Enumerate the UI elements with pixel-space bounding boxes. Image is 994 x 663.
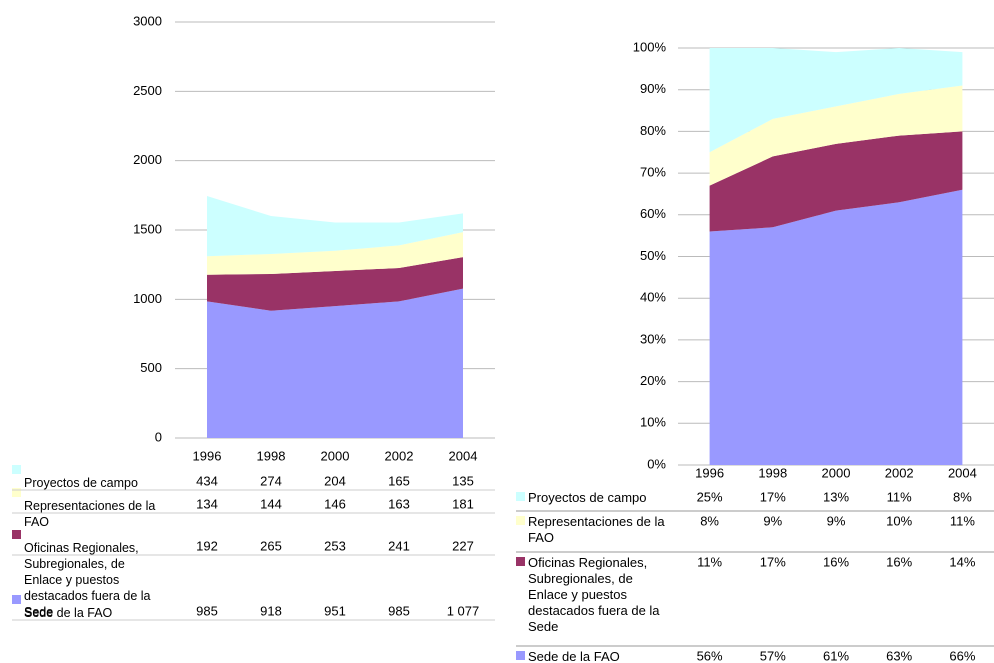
x-tick-label: 1998 [257,448,286,463]
table-value: 181 [452,496,474,511]
x-tick-label: 1996 [695,465,724,480]
area [709,48,963,153]
table-value: 265 [260,538,282,553]
legend-label: Sede de la FAO [528,649,620,663]
table-value: 17% [760,554,786,569]
y-tick-label: 40% [640,290,666,305]
y-tick-label: 3000 [133,13,162,28]
table-value: 146 [324,496,346,511]
area [207,257,463,311]
y-tick-label: 0 [155,429,162,444]
table-value: 11% [697,554,722,569]
legend-swatch [516,651,525,660]
y-tick-label: 10% [640,415,666,430]
legend-label: Proyectos de campo [24,476,138,490]
table-value: 241 [388,538,410,553]
area [207,232,463,275]
y-tick-label: 30% [640,331,666,346]
legend-swatch [12,595,21,604]
table-value: 16% [886,554,912,569]
table-value: 57% [760,648,786,663]
table-value: 134 [196,496,218,511]
table-value: 144 [260,496,282,511]
x-tick-label: 2004 [948,465,977,480]
table-value: 11% [950,513,975,528]
legend-swatch [12,530,21,539]
table-value: 227 [452,538,474,553]
table-value: 61% [823,648,849,663]
table-value: 56% [697,648,723,663]
table-value: 163 [388,496,410,511]
table-value: 135 [452,473,474,488]
x-tick-label: 2002 [385,448,414,463]
x-tick-label: 2000 [321,448,350,463]
legend-label: Representaciones de la FAO [528,514,665,545]
x-tick-label: 1998 [758,465,787,480]
table-value: 17% [760,489,786,504]
table-value: 192 [196,538,218,553]
table-value: 9% [827,513,846,528]
y-tick-label: 100% [633,39,667,54]
legend-label: Oficinas Regionales, Subregionales, de E… [528,555,660,634]
table-value: 165 [388,473,410,488]
table-value: 204 [324,473,346,488]
table-value: 11% [887,489,912,504]
area [207,196,463,257]
table-value: 14% [949,554,975,569]
x-tick-label: 1996 [193,448,222,463]
table-value: 918 [260,603,282,618]
x-tick-label: 2002 [885,465,914,480]
table-value: 8% [953,489,972,504]
legend-swatch [516,516,525,525]
table-value: 274 [260,473,282,488]
legend-label: Representaciones de la FAO [24,499,156,529]
y-tick-label: 2500 [133,83,162,98]
table-value: 253 [324,538,346,553]
x-tick-label: 2004 [449,448,478,463]
table-value: 16% [823,554,849,569]
y-tick-label: 1000 [133,291,162,306]
area [709,189,963,465]
table-value: 985 [388,603,410,618]
legend-swatch [516,492,525,501]
y-tick-label: 80% [640,123,666,138]
table-value: 8% [700,513,719,528]
y-tick-label: 90% [640,81,666,96]
table-value: 434 [196,473,218,488]
table-value: 1 077 [447,603,480,618]
y-tick-label: 60% [640,206,666,221]
table-value: 9% [763,513,782,528]
table-value: 985 [196,603,218,618]
table-value: 13% [823,489,849,504]
x-tick-label: 2000 [822,465,851,480]
y-tick-label: 20% [640,373,666,388]
y-tick-label: 70% [640,165,666,180]
table-value: 63% [886,648,912,663]
table-value: 66% [949,648,975,663]
legend-swatch [12,488,21,497]
legend-label: Sede de la FAO [24,606,113,620]
table-value: 10% [886,513,912,528]
legend-swatch [12,465,21,474]
legend-label: Proyectos de campo [528,490,647,505]
table-value: 951 [324,603,346,618]
table-value: 25% [697,489,723,504]
y-tick-label: 2000 [133,152,162,167]
y-tick-label: 0% [647,456,666,471]
legend-swatch [516,557,525,566]
y-tick-label: 500 [140,360,162,375]
y-tick-label: 50% [640,248,666,263]
area [207,288,463,438]
area [709,85,963,186]
y-tick-label: 1500 [133,221,162,236]
legend-label: Oficinas Regionales, Subregionales, de E… [24,541,151,619]
